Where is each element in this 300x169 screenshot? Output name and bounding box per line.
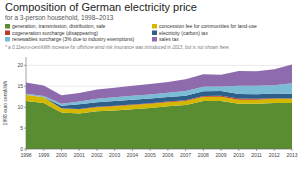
x-tick [132,149,133,151]
footnote: * a 0.11euro-cent/kWh increase for offsh… [5,45,230,50]
legend-swatch [5,24,10,29]
x-tick-label: 2009 [216,152,227,158]
x-tick [79,149,80,151]
x-tick-label: 2005 [145,152,156,158]
x-tick-label: 2010 [233,152,244,158]
x-tick [43,149,44,151]
legend-swatch [152,24,157,29]
y-axis: 0 5 10 15 20 1998 euro cent/kWh [2,57,292,152]
x-tick-label: 2013 [286,152,297,158]
y-axis-label: 1998 euro cent/kWh [2,80,8,125]
x-tick [203,149,204,151]
grid-line [26,65,292,66]
legend-label: generation, transmission, distribution, … [12,23,106,29]
x-tick [292,149,293,151]
y-tick-label: 5 [20,125,23,131]
x-tick [221,149,222,151]
x-tick-label: 2002 [91,152,102,158]
x-tick-label: 1998 [20,152,31,158]
y-tick-label: 0 [20,146,23,152]
x-tick [167,149,168,151]
x-tick [185,149,186,151]
x-tick [26,149,27,151]
legend-label: cogeneration surcharge (disappearing) [12,30,98,36]
chart: Composition of German electricity pricef… [0,0,300,169]
x-tick [61,149,62,151]
y-tick-label: 20 [17,62,23,68]
x-tick-label: 2007 [180,152,191,158]
area [26,65,292,104]
legend-label: electricity (carbon) tax [159,30,208,36]
x-tick-label: 2008 [198,152,209,158]
x-tick-label: 2003 [109,152,120,158]
legend-swatch [152,37,157,42]
x-tick [114,149,115,151]
subtitle: for a 3-person household, 1998–2013 [5,14,114,22]
x-tick [150,149,151,151]
x-tick [238,149,239,151]
x-axis-line [26,149,292,150]
title: Composition of German electricity price [5,1,197,13]
x-tick-label: 1999 [38,152,49,158]
legend: generation, transmission, distribution, … [5,23,257,42]
x-tick-label: 2001 [74,152,85,158]
page: {"chart_data": {"type": "area", "stacked… [0,0,300,169]
x-tick [96,149,97,151]
x-tick-label: 2004 [127,152,138,158]
legend-label: concession fee for communities for land-… [159,23,257,29]
x-tick [274,149,275,151]
legend-label: renewables surcharge (3% due to industry… [12,36,135,42]
areas [26,65,292,149]
x-axis: 1998 1999 2000 2001 2002 2003 2004 2005 2006 2007… [20,149,297,158]
x-tick [256,149,257,151]
y-tick-label: 10 [17,104,23,110]
x-tick-label: 2011 [251,152,262,158]
x-tick-label: 2012 [269,152,280,158]
x-tick-label: 2000 [56,152,67,158]
legend-label: sales tax [159,36,179,42]
legend-swatch [152,31,157,36]
x-tick-label: 2006 [162,152,173,158]
y-tick-label: 15 [17,83,23,89]
legend-swatch [5,37,10,42]
legend-swatch [5,31,10,36]
